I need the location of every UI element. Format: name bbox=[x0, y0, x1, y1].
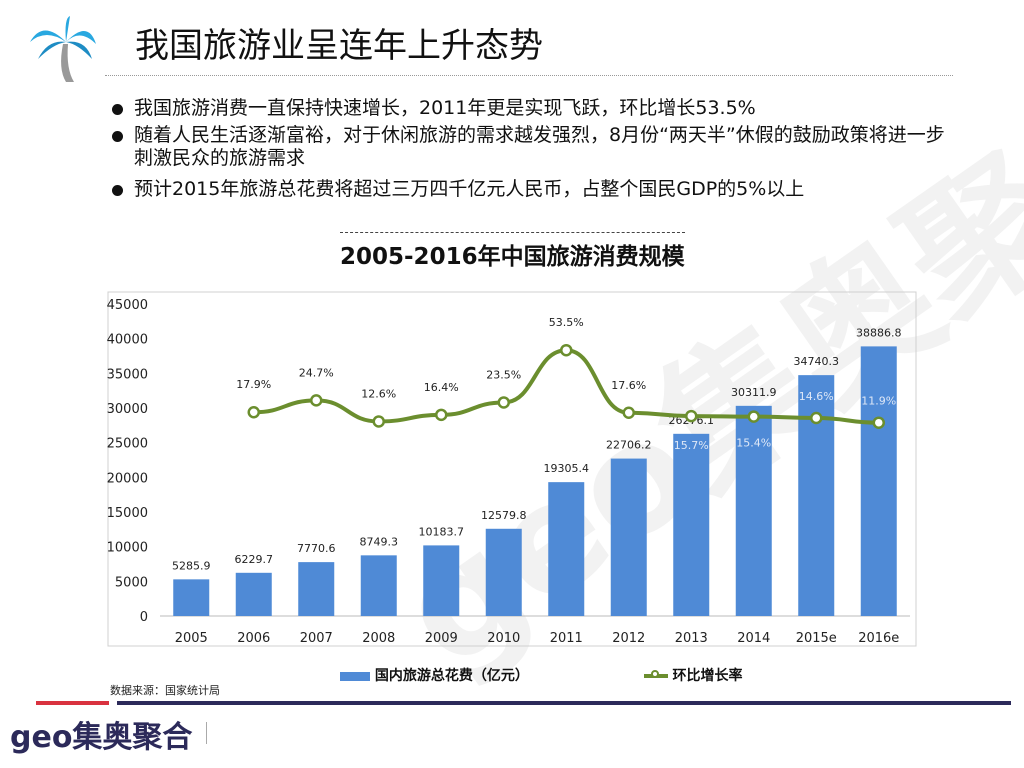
growth-rate-label: 15.7% bbox=[674, 439, 709, 452]
logo-separator bbox=[206, 722, 207, 744]
chart-title: 2005-2016年中国旅游消费规模 bbox=[340, 232, 685, 271]
bar bbox=[235, 572, 272, 616]
y-tick-label: 10000 bbox=[107, 541, 148, 556]
y-tick-label: 25000 bbox=[107, 437, 148, 452]
growth-rate-label: 16.4% bbox=[424, 381, 459, 394]
bar bbox=[548, 482, 585, 616]
growth-rate-point bbox=[622, 406, 635, 420]
bar bbox=[860, 346, 897, 616]
growth-rate-point bbox=[560, 343, 573, 357]
bar-data-label: 19305.4 bbox=[544, 462, 590, 475]
growth-rate-point bbox=[747, 410, 760, 423]
growth-rate-label: 15.4% bbox=[736, 437, 771, 450]
x-tick-label: 2008 bbox=[362, 631, 395, 646]
y-tick-label: 45000 bbox=[107, 298, 148, 313]
bar-data-label: 10183.7 bbox=[419, 525, 465, 538]
growth-rate-point bbox=[247, 405, 260, 419]
y-tick-label: 15000 bbox=[107, 506, 148, 521]
legend-bar-swatch-icon bbox=[340, 671, 370, 681]
bar-data-label: 8749.3 bbox=[360, 535, 399, 548]
growth-rate-label: 14.6% bbox=[799, 390, 834, 403]
bar bbox=[610, 458, 647, 616]
plot-frame bbox=[107, 291, 917, 647]
x-tick-label: 2009 bbox=[425, 631, 458, 646]
bar bbox=[173, 579, 210, 616]
growth-rate-point bbox=[497, 396, 510, 409]
y-tick-label: 0 bbox=[140, 610, 148, 625]
growth-rate-label: 24.7% bbox=[299, 366, 334, 379]
growth-rate-point bbox=[372, 415, 385, 428]
x-tick-label: 2006 bbox=[237, 631, 270, 646]
growth-rate-label: 17.6% bbox=[611, 379, 646, 392]
x-tick-label: 2014 bbox=[737, 631, 770, 646]
chart: 0 5000 10000 15000 20000 25000 30000 35000 40000… bbox=[107, 291, 917, 647]
x-tick-label: 2010 bbox=[487, 631, 520, 646]
bullet-item: 随着人民生活逐渐富裕，对于休闲旅游的需求越发强烈，8月份“两天半”休假的鼓励政策… bbox=[112, 124, 952, 170]
bar bbox=[298, 562, 335, 616]
title-divider bbox=[105, 75, 953, 76]
growth-rate-point bbox=[435, 408, 448, 422]
growth-rate-label: 53.5% bbox=[549, 316, 584, 329]
y-tick-label: 5000 bbox=[115, 575, 148, 590]
bar bbox=[798, 375, 835, 616]
bullet-item: 预计2015年旅游总花费将超过三万四千亿元人民币，占整个国民GDP的5%以上 bbox=[112, 178, 952, 201]
legend-line-label: 环比增长率 bbox=[672, 668, 743, 684]
growth-rate-point bbox=[872, 416, 885, 429]
growth-rate-point bbox=[310, 394, 323, 407]
bar-data-label: 7770.6 bbox=[297, 542, 336, 555]
x-tick-label: 2015e bbox=[796, 631, 837, 646]
y-tick-label: 30000 bbox=[107, 402, 148, 417]
y-tick-label: 20000 bbox=[107, 471, 148, 486]
palm-tree-logo-icon bbox=[30, 16, 96, 82]
growth-rate-point bbox=[685, 409, 698, 423]
x-tick-label: 2011 bbox=[550, 631, 583, 646]
x-tick-label: 2016e bbox=[858, 631, 899, 646]
bullet-item: 我国旅游消费一直保持快速增长，2011年更是实现飞跃，环比增长53.5% bbox=[112, 97, 952, 120]
chart-legend: 国内旅游总花费（亿元） 环比增长率 bbox=[340, 665, 743, 685]
bar bbox=[360, 555, 397, 616]
bar bbox=[485, 528, 522, 616]
bar-data-label: 34740.3 bbox=[794, 355, 840, 368]
growth-rate-point bbox=[810, 411, 823, 425]
bar-data-label: 22706.2 bbox=[606, 439, 652, 452]
x-tick-label: 2013 bbox=[675, 631, 708, 646]
y-tick-label: 40000 bbox=[107, 333, 148, 348]
growth-rate-label: 23.5% bbox=[486, 368, 521, 381]
growth-rate-label: 11.9% bbox=[861, 395, 896, 408]
y-tick-label: 35000 bbox=[107, 367, 148, 382]
footer-red-bar bbox=[36, 701, 109, 705]
bar-data-label: 5285.9 bbox=[172, 559, 211, 572]
legend-bar-label: 国内旅游总花费（亿元） bbox=[374, 668, 529, 684]
bar-data-label: 30311.9 bbox=[731, 386, 777, 399]
company-logo: geo集奥聚合 bbox=[10, 720, 193, 755]
bar bbox=[673, 433, 710, 616]
x-tick-label: 2007 bbox=[300, 631, 333, 646]
x-tick-label: 2005 bbox=[175, 631, 208, 646]
data-source: 数据来源：国家统计局 bbox=[110, 684, 220, 697]
bar bbox=[423, 545, 460, 616]
growth-rate-label: 12.6% bbox=[361, 387, 396, 400]
legend-line-swatch-icon bbox=[643, 670, 668, 678]
footer-navy-bar bbox=[117, 701, 1011, 705]
bar-data-label: 12579.8 bbox=[481, 509, 527, 522]
bar bbox=[735, 405, 772, 616]
growth-rate-line bbox=[253, 348, 879, 425]
x-tick-label: 2012 bbox=[612, 631, 645, 646]
bar-data-label: 6229.7 bbox=[235, 553, 274, 566]
growth-rate-label: 17.9% bbox=[236, 378, 271, 391]
bar-data-label: 38886.8 bbox=[856, 326, 902, 339]
page-title: 我国旅游业呈连年上升态势 bbox=[135, 26, 543, 66]
